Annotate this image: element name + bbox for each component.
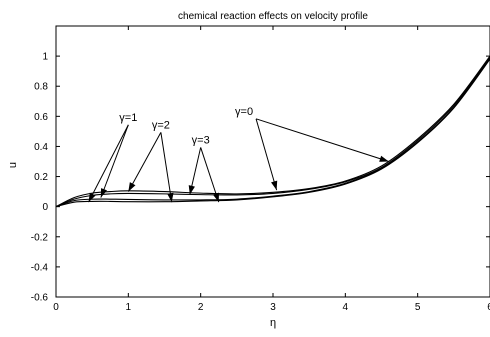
annotation-arrowhead: [379, 155, 389, 162]
x-tick-label: 5: [415, 302, 421, 313]
annotation-arrowhead: [88, 192, 96, 203]
x-tick-label: 4: [343, 302, 349, 313]
x-axis-label: η: [270, 317, 276, 329]
annotation-arrow-line: [255, 118, 389, 162]
annotation-arrow-line: [100, 124, 129, 198]
x-tick-label: 0: [53, 302, 59, 313]
annotation-arrow-line: [255, 118, 278, 191]
annotation-arrow-line: [160, 132, 173, 203]
x-tick-label: 6: [487, 302, 490, 313]
series-line-1: [55, 57, 490, 208]
annotation-arrow-line: [200, 147, 220, 203]
y-tick-label: 1: [42, 52, 48, 63]
ticks-layer: 0 1 2 3 4 5 6 -0.6 -0.4 -0.2 0 0.2 0.4 0.6 0.8 1: [31, 26, 490, 313]
y-tick-label: -0.2: [31, 232, 49, 243]
y-tick-label: 0.2: [34, 172, 48, 183]
series-line-0: [55, 55, 490, 208]
y-tick-label: -0.6: [31, 293, 49, 304]
series-line-2: [55, 58, 490, 208]
y-axis-label: u: [7, 162, 19, 168]
y-tick-label: 0.6: [34, 112, 48, 123]
annotation-label: γ=1: [119, 112, 137, 124]
y-tick-label: 0.8: [34, 82, 48, 93]
annotation-arrowhead: [128, 182, 136, 192]
x-tick-label: 2: [198, 302, 204, 313]
series-line-3: [55, 58, 490, 208]
y-tick-label: -0.4: [31, 262, 49, 273]
annotation-arrowhead: [100, 188, 108, 198]
annotation-arrowhead: [167, 192, 174, 203]
x-tick-label: 3: [270, 302, 276, 313]
plot-frame: [55, 25, 490, 298]
series-layer: [55, 55, 490, 208]
x-tick-label: 1: [126, 302, 132, 313]
annotation-arrowhead: [271, 180, 278, 191]
y-tick-label: 0.4: [34, 142, 48, 153]
y-tick-label: 0: [42, 202, 48, 213]
annotation-arrow-line: [127, 132, 162, 192]
annotation-arrowhead: [188, 185, 195, 195]
chart-title: chemical reaction effects on velocity pr…: [178, 11, 368, 22]
annotation-arrowhead: [212, 192, 219, 203]
annotation-arrow-line: [88, 124, 129, 203]
annotation-label: γ=2: [152, 119, 170, 131]
annotation-label: γ=3: [192, 134, 210, 146]
annotation-label: γ=0: [235, 106, 253, 118]
annotation-layer: γ=1 γ=2 γ=3 γ=0: [88, 106, 389, 203]
